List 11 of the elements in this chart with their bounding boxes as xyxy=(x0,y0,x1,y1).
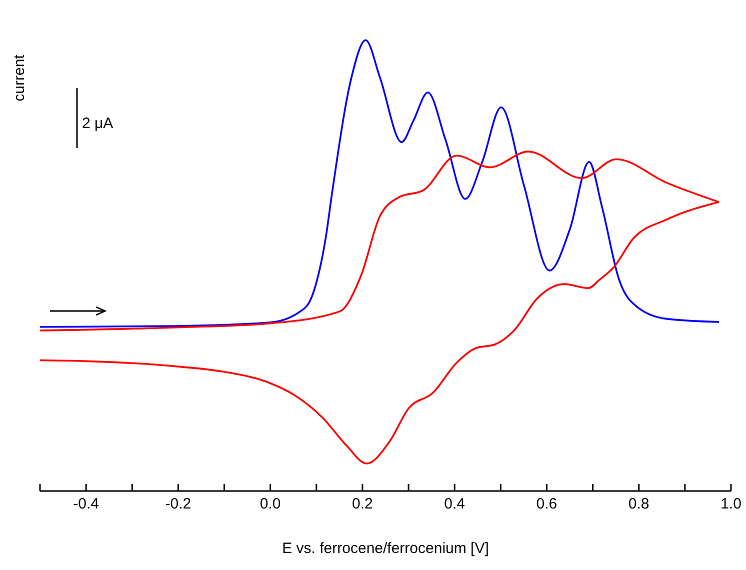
x-axis-title: E vs. ferrocene/ferrocenium [V] xyxy=(282,540,489,557)
y-axis-title: current xyxy=(11,54,28,102)
x-tick-label: -0.4 xyxy=(73,496,99,513)
x-tick-label: 0.8 xyxy=(628,496,650,513)
x-tick-label: 0.0 xyxy=(260,496,281,513)
x-tick-label: -0.2 xyxy=(165,496,192,513)
x-tick-label: 0.2 xyxy=(352,496,373,513)
x-tick-label: 0.6 xyxy=(536,496,558,513)
annotation: 2 μA xyxy=(82,115,114,132)
x-tick-label: 1.0 xyxy=(720,496,742,513)
x-tick-label: 0.4 xyxy=(444,496,466,513)
